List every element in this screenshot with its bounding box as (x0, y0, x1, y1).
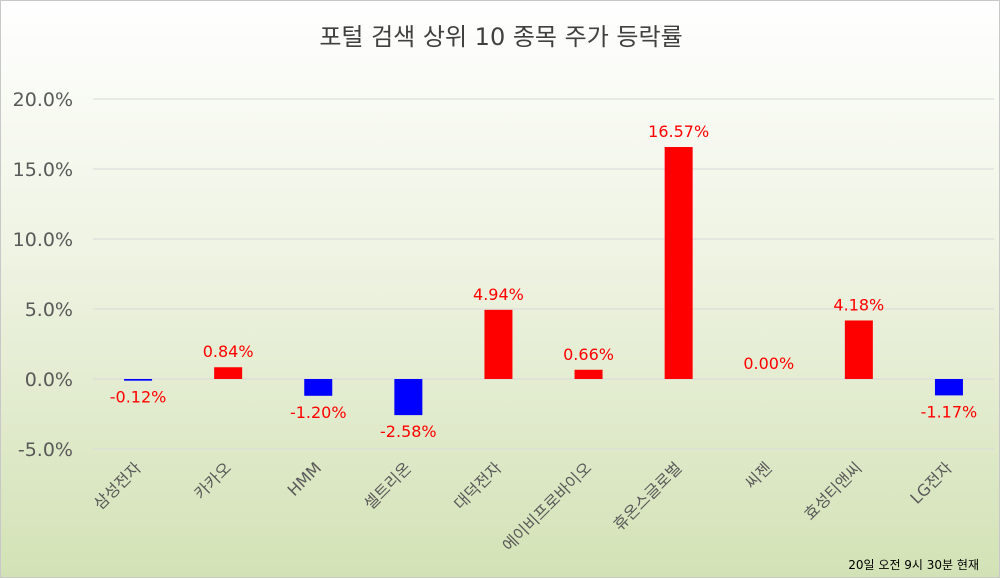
x-tick-label: 휴온스글로벌 (610, 458, 686, 534)
x-tick-label: 카카오 (190, 458, 235, 503)
y-tick-label: 15.0% (13, 159, 73, 181)
bar (664, 147, 693, 379)
bar (934, 379, 963, 396)
data-label: -2.58% (380, 422, 437, 441)
bar (124, 379, 153, 381)
footnote: 20일 오전 9시 30분 현재 (848, 558, 979, 572)
x-tick-label: 삼성전자 (90, 458, 145, 513)
data-label: 0.66% (563, 345, 614, 364)
x-tick-label: 대덕전자 (450, 458, 505, 513)
bar (844, 320, 873, 379)
y-tick-label: 10.0% (13, 229, 73, 251)
data-label: 16.57% (648, 122, 709, 141)
x-tick-label: 셀트리온 (360, 458, 415, 513)
x-tick-label: LG전자 (906, 458, 956, 508)
chart-title: 포털 검색 상위 10 종목 주가 등락률 (319, 23, 682, 51)
y-axis-ticks: 20.0% 15.0% 10.0% 5.0% 0.0% -5.0% (13, 89, 73, 461)
x-tick-label: 효성티앤씨 (800, 458, 865, 523)
bars (124, 147, 963, 416)
x-tick-label: 에이비프로바이오 (499, 458, 596, 555)
y-tick-label: 0.0% (25, 369, 73, 391)
bar (304, 379, 333, 396)
gridlines (93, 98, 994, 450)
bar (484, 309, 513, 379)
data-labels: -0.12% 0.84% -1.20% -2.58% 4.94% 0.66% 16.57% 0… (110, 122, 978, 441)
data-label: 4.94% (473, 285, 524, 304)
data-label: 0.00% (743, 354, 794, 373)
data-label: -1.17% (921, 402, 978, 421)
y-tick-label: 5.0% (25, 299, 73, 321)
bar (574, 369, 603, 379)
data-label: -1.20% (290, 403, 347, 422)
bar (394, 379, 423, 416)
x-tick-label: 씨젠 (741, 458, 775, 492)
data-label: 0.84% (203, 342, 254, 361)
y-tick-label: 20.0% (13, 89, 73, 111)
bar (214, 367, 243, 379)
y-tick-label: -5.0% (18, 439, 73, 461)
data-label: 4.18% (833, 295, 884, 314)
x-tick-label: HMM (284, 458, 325, 499)
data-label: -0.12% (110, 388, 167, 407)
